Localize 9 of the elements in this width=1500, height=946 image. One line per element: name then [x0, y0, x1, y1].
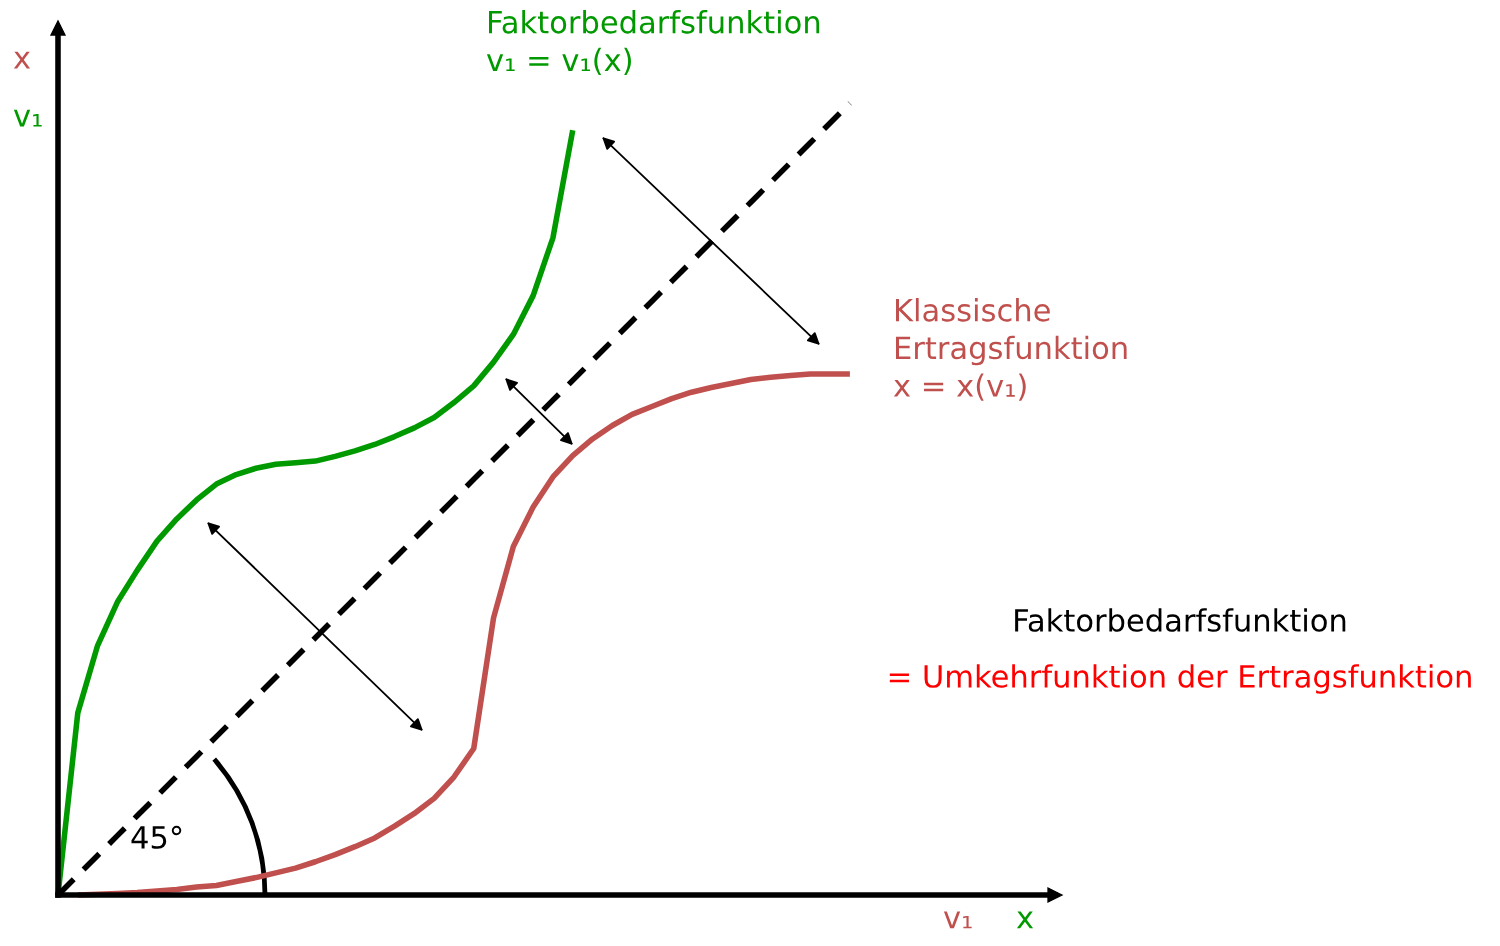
text: = Umkehrfunktion der Ertragsfunktion: [889, 664, 1471, 694]
annotation: 45°: [131, 825, 182, 849]
series-label: Klassische Ertragsfunktion x = x(v₁): [893, 298, 1127, 401]
text: v₁: [13, 109, 42, 127]
x-axis-title: v₁: [943, 911, 972, 929]
text: Faktorbedarfsfunktion: [1015, 608, 1346, 632]
text: x: [1016, 911, 1034, 929]
y-axis-title: x: [13, 51, 31, 69]
text: Faktorbedarfsfunktion v₁ = v₁(x): [486, 10, 820, 75]
